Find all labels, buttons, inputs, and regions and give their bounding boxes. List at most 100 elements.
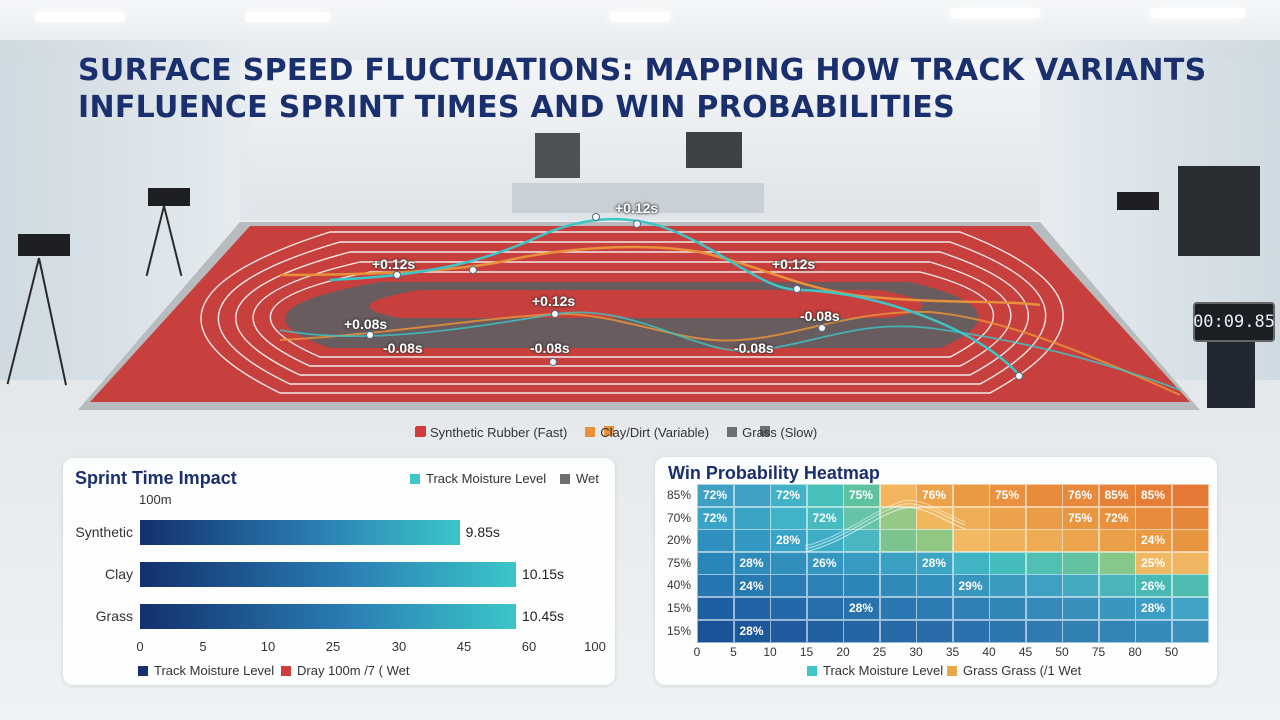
heatmap-cell — [1171, 484, 1209, 508]
legend-label: Wet — [576, 471, 599, 486]
heatmap-cell-label: 76% — [922, 488, 947, 503]
heatmap-x-label: 20 — [836, 645, 850, 660]
heatmap-cell-label: 24% — [1141, 533, 1166, 548]
heatmap-cell-label: 75% — [849, 488, 874, 503]
chart-subtitle: 100m — [139, 492, 172, 507]
clay-curve-lower — [279, 310, 1181, 396]
heatmap-cell-label: 76% — [1068, 488, 1093, 503]
legend-swatch — [281, 665, 291, 676]
track-annotation: -0.08s — [530, 340, 570, 356]
heatmap-cell-label: 28% — [776, 533, 801, 548]
ceiling-light — [610, 12, 670, 22]
legend-label: Grass (Slow) — [742, 424, 818, 440]
wall-monitor — [535, 133, 580, 178]
timer-stand — [1207, 340, 1255, 408]
x-tick-label: 45 — [456, 639, 472, 654]
heatmap-y-label: 85% — [666, 488, 691, 502]
legend-item: Grass Grass (/1 Wet — [947, 663, 1081, 678]
heatmap-x-label: 40 — [982, 645, 996, 660]
heatmap-y-label: 15% — [666, 601, 691, 615]
heatmap-x-label: 50 — [1164, 645, 1179, 660]
camera-icon — [18, 234, 70, 256]
legend-label: Track Moisture Level — [823, 663, 944, 678]
heatmap-x-label: 45 — [1018, 645, 1033, 660]
heatmap-cell-label: 72% — [703, 488, 728, 503]
synthetic-curve — [329, 217, 1021, 377]
clay-curve — [279, 245, 1041, 307]
bar-value-label: 9.85s — [465, 524, 500, 540]
legend-item: Synthetic Rubber (Fast) — [415, 425, 567, 440]
bar — [140, 562, 516, 587]
heatmap-x-label: 75 — [1091, 645, 1106, 660]
heatmap-y-label: 20% — [666, 533, 691, 548]
win-probability-panel: Win Probability Heatmap 72% 72% 75% 76% 75% 7… — [655, 457, 1217, 685]
legend-swatch — [727, 427, 738, 437]
heatmap-cell-label: 72% — [703, 510, 728, 525]
x-tick-label: 10 — [260, 639, 276, 654]
legend-label: Dray 100m /7 ( Wet — [297, 663, 410, 678]
heatmap-cell-label: 24% — [739, 578, 764, 593]
heatmap-cell-label: 26% — [1141, 578, 1166, 593]
x-tick-label: 25 — [325, 639, 341, 654]
heatmap-y-label: 40% — [666, 578, 691, 593]
legend-item: Track Moisture Level — [138, 663, 274, 678]
camera-icon — [148, 188, 190, 206]
heatmap-cell — [1171, 529, 1209, 553]
heatmap-cell-label: 28% — [739, 556, 764, 571]
heatmap-cell-label: 25% — [1141, 556, 1166, 571]
ceiling-light — [245, 12, 330, 22]
legend-item: Clay/Dirt (Variable) — [585, 425, 709, 440]
bar — [140, 520, 460, 545]
heatmap-cell-label: 85% — [1141, 488, 1166, 503]
ceiling-light — [1150, 8, 1245, 18]
lane-lines — [200, 231, 1064, 394]
legend-label: Synthetic Rubber (Fast) — [430, 424, 568, 440]
heatmap-cell-label: 28% — [739, 623, 764, 638]
heatmap-cell-label: 72% — [1104, 510, 1129, 525]
track-annotation: +0.12s — [532, 293, 576, 309]
legend-label: Clay/Dirt (Variable) — [600, 424, 710, 440]
heatmap-x-label: 10 — [763, 645, 777, 660]
heatmap-cell-label: 75% — [995, 488, 1020, 503]
x-tick-label: 100 — [584, 639, 606, 654]
track-annotation: +0.12s — [772, 256, 816, 272]
digital-timer: 00:09.85 — [1193, 302, 1275, 342]
heatmap-cell-label: 28% — [849, 601, 874, 616]
heatmap-cell — [1171, 597, 1209, 621]
heatmap-cell-label: 85% — [1104, 488, 1129, 503]
bar-value-label: 10.15s — [522, 566, 565, 582]
legend-item: Wet — [560, 471, 599, 486]
track-annotation: +0.12s — [372, 256, 416, 272]
legend-swatch — [415, 427, 425, 437]
page-title: SURFACE SPEED FLUCTUATIONS: MAPPING HOW … — [78, 53, 1207, 125]
legend-swatch — [410, 473, 420, 484]
heatmap-cell — [1171, 506, 1209, 530]
heatmap-x-label: 80 — [1128, 645, 1142, 660]
heatmap-cell — [1171, 619, 1209, 643]
heatmap-y-label: 15% — [666, 623, 691, 638]
track-annotation: -0.08s — [383, 340, 423, 356]
bar-value-label: 10.45s — [522, 608, 565, 624]
heatmap-x-label: 35 — [945, 645, 960, 660]
heatmap-y-label: 75% — [666, 555, 691, 570]
heatmap-cell-label: 29% — [958, 578, 983, 593]
surface-legend: Synthetic Rubber (Fast) Clay/Dirt (Varia… — [415, 423, 817, 441]
bar-category-label: Synthetic — [75, 524, 133, 540]
legend-swatch — [138, 665, 148, 676]
heatmap-cell-label: 72% — [812, 510, 837, 525]
legend-item: Track Moisture Level — [410, 471, 546, 486]
x-tick-label: 30 — [391, 639, 407, 654]
sprint-time-panel: Sprint Time Impact 100m Track Moisture L… — [63, 458, 615, 685]
heatmap-y-label: 70% — [666, 510, 691, 525]
back-wall — [240, 60, 1040, 220]
x-tick-label: 0 — [136, 639, 144, 654]
side-monitor — [1178, 166, 1260, 256]
x-tick-label: 60 — [521, 639, 537, 654]
heatmap-cell — [1171, 551, 1209, 575]
heatmap-cell — [1171, 574, 1209, 598]
panel-title: Win Probability Heatmap — [668, 463, 880, 483]
track-annotation: -0.08s — [734, 340, 774, 356]
legend-item: Track Moisture Level — [807, 663, 943, 678]
x-tick-label: 5 — [199, 639, 207, 654]
